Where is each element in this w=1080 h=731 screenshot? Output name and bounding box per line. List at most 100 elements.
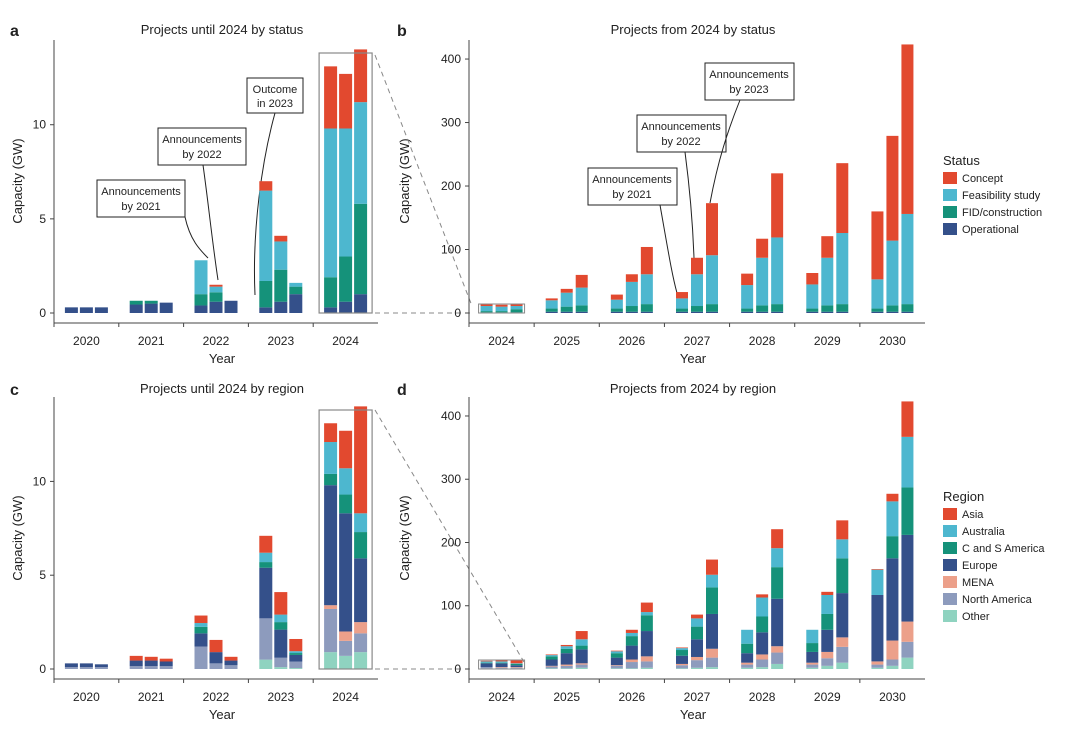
- legend-swatch-mena: [943, 576, 957, 588]
- bar-segment-asia: [480, 660, 493, 662]
- bar-segment-asia: [836, 520, 849, 540]
- bar-segment-europe: [741, 653, 754, 663]
- bar-segment-feasibility-study: [575, 287, 588, 306]
- bar-segment-mena: [640, 656, 653, 662]
- x-tick-label: 2021: [138, 334, 165, 348]
- bar-segment-other: [339, 655, 353, 669]
- panel-label-d: d: [397, 382, 407, 399]
- bar-segment-asia: [224, 656, 238, 661]
- panel-d-title: Projects from 2024 by region: [610, 381, 776, 396]
- y-tick-label: 10: [33, 118, 47, 132]
- bar-segment-fid-construction: [289, 286, 303, 295]
- bar-segment-australia: [676, 648, 688, 651]
- bar-segment-north-america: [274, 657, 288, 668]
- bar-segment-operational: [274, 301, 288, 313]
- bar-segment-fid-construction: [129, 300, 143, 305]
- bar-segment-europe: [706, 613, 718, 649]
- bar-segment-other: [771, 663, 784, 669]
- legend-swatch-other: [943, 610, 957, 622]
- bar-segment-europe: [821, 629, 834, 652]
- bar-segment-asia: [560, 644, 573, 647]
- bar-segment-other: [289, 668, 303, 669]
- bar-segment-australia: [545, 655, 558, 657]
- bar-segment-north-america: [289, 661, 303, 669]
- bar-segment-operational: [741, 311, 754, 313]
- bar-segment-australia: [691, 618, 703, 627]
- bar-segment-operational: [94, 307, 108, 313]
- bar-segment-operational: [625, 311, 638, 313]
- panel-a-plot: 0 5 10 2020 2021 2022 2023 2024: [33, 40, 378, 348]
- region-legend: Region Asia Australia C and S America Eu…: [943, 489, 1045, 623]
- bar-segment-c-and-s-america: [706, 587, 718, 614]
- bar-segment-north-america: [480, 667, 493, 669]
- bar-segment-north-america: [901, 641, 914, 658]
- legend-label-australia: Australia: [962, 526, 1006, 538]
- bar-segment-c-and-s-america: [756, 616, 769, 633]
- y-tick-label: 100: [441, 243, 461, 257]
- bar-segment-asia: [495, 660, 508, 662]
- bar-segment-europe: [886, 558, 899, 641]
- bar-segment-mena: [886, 640, 899, 660]
- bar-segment-concept: [575, 274, 588, 288]
- bar-segment-feasibility-study: [706, 255, 718, 305]
- bar-segment-asia: [691, 614, 703, 619]
- bar-segment-operational: [575, 311, 588, 313]
- legend-label-fid-construction: FID/construction: [962, 207, 1042, 219]
- bar-segment-feasibility-study: [625, 281, 638, 307]
- bar-segment-c-and-s-america: [771, 567, 784, 599]
- bar-segment-operational: [901, 311, 914, 313]
- x-tick-label: 2021: [138, 690, 165, 704]
- bar-segment-asia: [821, 591, 834, 595]
- bar-segment-fid-construction: [209, 292, 223, 302]
- bar-segment-europe: [209, 652, 223, 664]
- bar-segment-australia: [640, 612, 653, 616]
- bar-segment-c-and-s-america: [480, 662, 493, 664]
- annotation-box: [157, 127, 247, 166]
- bar-segment-c-and-s-america: [575, 645, 588, 650]
- bar-segment-other: [676, 668, 688, 669]
- bar-segment-operational: [771, 311, 784, 313]
- bar-segment-feasibility-study: [640, 274, 653, 305]
- bar-segment-asia: [625, 629, 638, 633]
- bar-segment-australia: [324, 442, 338, 474]
- y-tick-label: 400: [441, 52, 461, 66]
- panel-b-ylabel: Capacity (GW): [397, 138, 412, 223]
- bar-segment-operational: [289, 294, 303, 313]
- x-tick-label: 2029: [814, 690, 841, 704]
- bar-segment-fid-construction: [625, 306, 638, 312]
- bar-segment-fid-construction: [640, 304, 653, 312]
- bar-segment-feasibility-study: [806, 284, 819, 309]
- y-tick-label: 300: [441, 116, 461, 130]
- bar-segment-europe: [324, 485, 338, 606]
- bar-segment-feasibility-study: [676, 298, 688, 309]
- panel-d-ylabel: Capacity (GW): [397, 495, 412, 580]
- y-tick-label: 300: [441, 472, 461, 486]
- bar-segment-north-america: [224, 665, 238, 669]
- bar-segment-fid-construction: [510, 309, 523, 313]
- bar-segment-fid-construction: [901, 304, 914, 312]
- legend-label-c-and-s-america: C and S America: [962, 543, 1045, 555]
- bar-segment-mena: [901, 621, 914, 642]
- bar-segment-mena: [339, 631, 353, 641]
- bar-segment-asia: [274, 592, 288, 615]
- bar-segment-c-and-s-america: [274, 622, 288, 630]
- annotation-leader: [202, 164, 219, 281]
- bar-segment-operational: [706, 311, 718, 313]
- bar-segment-feasibility-study: [871, 279, 884, 309]
- bar-segment-australia: [289, 651, 303, 654]
- bar-segment-operational: [610, 311, 623, 313]
- bar-segment-australia: [756, 597, 769, 617]
- bar-segment-other: [259, 659, 273, 669]
- bar-segment-concept: [886, 135, 899, 241]
- bar-segment-europe: [495, 663, 508, 668]
- bar-segment-operational: [79, 307, 93, 313]
- bar-segment-feasibility-study: [836, 233, 849, 305]
- bar-segment-concept: [354, 49, 368, 103]
- bar-segment-fid-construction: [610, 308, 623, 312]
- annotation-leader: [184, 216, 209, 259]
- bar-segment-australia: [886, 501, 899, 537]
- bar-segment-c-and-s-america: [610, 653, 623, 658]
- bar-segment-concept: [901, 44, 914, 214]
- bar-segment-operational: [339, 301, 353, 313]
- bar-segment-australia: [560, 646, 573, 649]
